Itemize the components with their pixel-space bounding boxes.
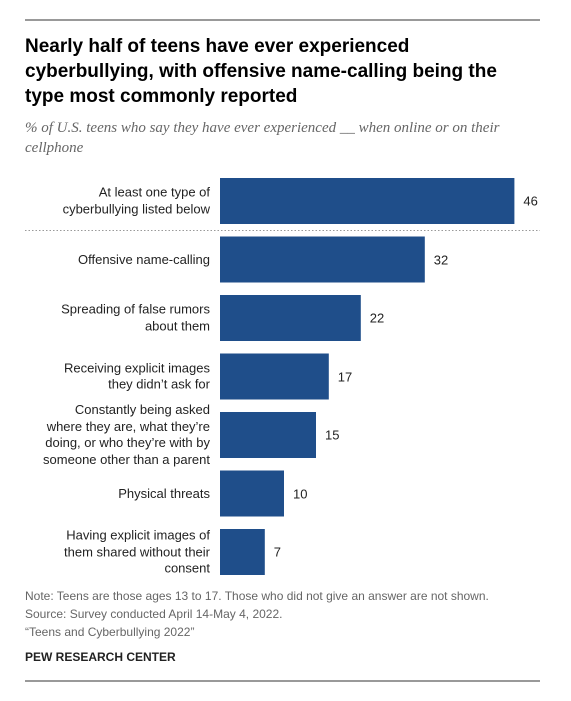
value-label: 7 — [273, 544, 282, 560]
note: “Teens and Cyberbullying 2022” — [25, 625, 195, 639]
note: Note: Teens are those ages 13 to 17. Tho… — [25, 589, 489, 603]
chart-title: Nearly half of teens have ever experienc… — [25, 36, 497, 107]
bar — [220, 412, 316, 458]
value-label: 17 — [337, 369, 353, 384]
value-label: 10 — [293, 486, 308, 501]
bar — [220, 295, 361, 341]
bar — [220, 236, 425, 283]
value-label: 15 — [325, 427, 340, 443]
bar — [220, 470, 284, 517]
category-label: Receiving explicit images they didn’t as… — [64, 360, 210, 392]
value-label: 32 — [433, 252, 449, 267]
category-label: Constantly being asked where they are, w… — [43, 402, 210, 467]
value-label: 46 — [523, 193, 538, 209]
category-label: Having explicit images of them shared wi… — [64, 527, 210, 576]
source: PEW RESEARCH CENTER — [25, 650, 176, 664]
category-label: Physical threats — [118, 485, 210, 501]
bar — [220, 178, 515, 224]
bar — [220, 529, 265, 575]
category-label: Spreading of false rumors about them — [61, 301, 210, 334]
bar — [220, 353, 329, 400]
category-label: Offensive name-calling — [78, 251, 210, 267]
chart-subtitle: % of U.S. teens who say they have ever e… — [25, 120, 500, 156]
value-label: 22 — [369, 310, 385, 326]
category-label: At least one type of cyberbullying liste… — [62, 184, 210, 217]
note: Source: Survey conducted April 14-May 4,… — [25, 607, 283, 621]
